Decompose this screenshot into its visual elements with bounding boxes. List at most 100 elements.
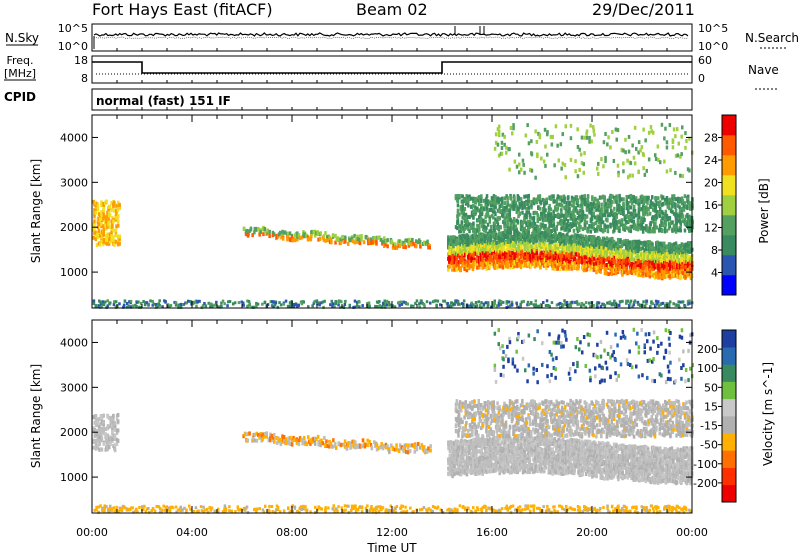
power-cell bbox=[607, 225, 610, 229]
power-cell bbox=[448, 264, 451, 268]
power-cell bbox=[517, 220, 520, 224]
power-cell bbox=[320, 231, 323, 235]
power-cell bbox=[561, 199, 564, 203]
power-cell bbox=[472, 216, 475, 220]
power-cell bbox=[494, 212, 497, 216]
date-label: 29/Dec/2011 bbox=[592, 0, 695, 19]
power-cell bbox=[647, 196, 650, 200]
power-cell bbox=[539, 265, 542, 269]
noise-left-label: N.Sky bbox=[5, 31, 39, 45]
power-cell bbox=[500, 225, 503, 229]
power-cell bbox=[470, 197, 473, 201]
power-cell bbox=[415, 244, 418, 248]
power-cell bbox=[478, 228, 481, 232]
power-cell bbox=[615, 200, 618, 204]
power-cell bbox=[638, 215, 641, 219]
power-cell bbox=[457, 199, 460, 203]
power-cell bbox=[591, 195, 594, 199]
power-cell bbox=[373, 236, 376, 240]
freq-panel bbox=[92, 56, 692, 83]
power-cell bbox=[518, 212, 521, 216]
cpid-text: normal (fast) 151 IF bbox=[96, 94, 231, 108]
power-cell bbox=[468, 215, 471, 219]
power-cell bbox=[502, 245, 505, 249]
power-cell bbox=[573, 229, 576, 233]
power-cell bbox=[113, 201, 116, 205]
power-cell bbox=[617, 238, 620, 242]
power-cell bbox=[460, 268, 463, 272]
power-cell bbox=[657, 196, 660, 200]
power-cell bbox=[509, 213, 512, 217]
power-cell bbox=[386, 238, 389, 242]
power-cell bbox=[530, 203, 533, 207]
power-cell bbox=[649, 212, 652, 216]
power-cell bbox=[600, 207, 603, 211]
power-cell bbox=[324, 231, 327, 235]
power-cell bbox=[458, 213, 461, 217]
power-cell bbox=[404, 245, 407, 249]
power-cell bbox=[410, 243, 413, 247]
power-cell bbox=[457, 209, 460, 213]
power-cell bbox=[546, 198, 549, 202]
power-cell bbox=[579, 225, 582, 229]
power-cell bbox=[472, 263, 475, 267]
power-cell bbox=[282, 237, 285, 241]
power-cell bbox=[618, 229, 621, 233]
power-cell bbox=[680, 276, 683, 280]
power-cell bbox=[264, 227, 267, 231]
power-cell bbox=[499, 216, 502, 220]
freq-right-tick-top: 60 bbox=[698, 54, 712, 67]
noise-trace bbox=[94, 26, 688, 49]
beam-label: Beam 02 bbox=[356, 0, 428, 19]
power-cell bbox=[97, 207, 100, 211]
power-cell bbox=[529, 238, 532, 242]
power-cell bbox=[480, 199, 483, 203]
power-cell bbox=[457, 219, 460, 223]
power-cell bbox=[513, 229, 516, 233]
power-cell bbox=[109, 225, 112, 229]
power-cell bbox=[562, 267, 565, 271]
power-cell bbox=[528, 205, 531, 209]
noise-search-line bbox=[94, 37, 688, 39]
power-cell bbox=[344, 240, 347, 244]
power-cell bbox=[467, 204, 470, 208]
power-cell bbox=[682, 271, 685, 275]
power-cell bbox=[419, 240, 422, 244]
power-cell bbox=[614, 259, 617, 263]
power-cell bbox=[529, 222, 532, 226]
power-cell bbox=[501, 200, 504, 204]
power-cell bbox=[112, 220, 115, 224]
power-cell bbox=[489, 220, 492, 224]
power-cell bbox=[625, 220, 628, 224]
power-cell bbox=[509, 260, 512, 264]
noise-left-tick-top: 10^5 bbox=[58, 22, 88, 35]
power-cell bbox=[650, 221, 653, 225]
power-cell bbox=[105, 238, 108, 242]
power-cell bbox=[606, 236, 609, 240]
power-cell bbox=[468, 222, 471, 226]
power-cell bbox=[557, 222, 560, 226]
power-cell bbox=[504, 201, 507, 205]
power-cell bbox=[642, 272, 645, 276]
power-cell bbox=[550, 207, 553, 211]
noise-right-tick-bottom: 10^0 bbox=[698, 40, 728, 53]
power-cell bbox=[475, 197, 478, 201]
power-cell bbox=[98, 229, 101, 233]
power-cell bbox=[359, 241, 362, 245]
power-cell bbox=[620, 197, 623, 201]
power-cell bbox=[513, 196, 516, 200]
power-cell bbox=[507, 240, 510, 244]
power-cell bbox=[533, 216, 536, 220]
power-cell bbox=[567, 219, 570, 223]
power-cell bbox=[97, 204, 100, 208]
power-cell bbox=[586, 221, 589, 225]
power-cell bbox=[93, 219, 96, 223]
power-cell bbox=[615, 215, 618, 219]
power-cell bbox=[587, 229, 590, 233]
power-cell bbox=[666, 198, 669, 202]
power-cell bbox=[95, 237, 98, 241]
power-cell bbox=[370, 237, 373, 241]
power-cell bbox=[573, 251, 576, 255]
power-cell bbox=[635, 213, 638, 217]
power-cell bbox=[637, 255, 640, 259]
